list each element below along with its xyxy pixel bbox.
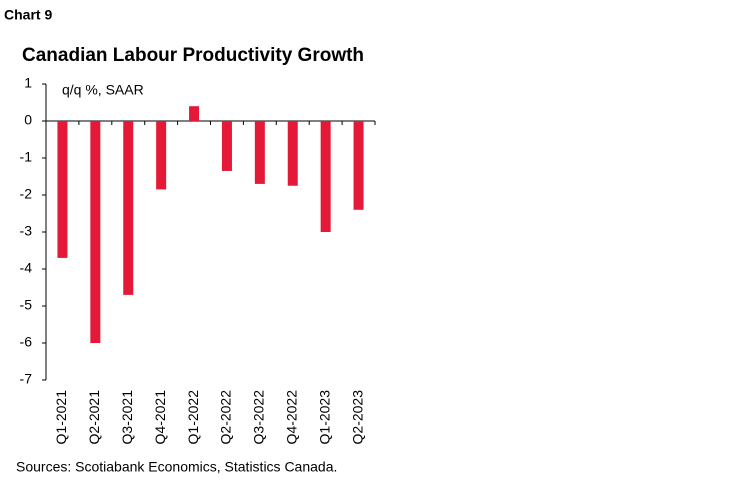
x-tick-label: Q1-2022 (185, 390, 201, 445)
y-tick-label: -4 (20, 260, 33, 276)
bar (189, 106, 200, 121)
source: Sources: Scotiabank Economics, Statistic… (16, 459, 337, 475)
x-tick-label: Q2-2023 (349, 390, 365, 445)
chart-title: Canadian Labour Productivity Growth (22, 45, 364, 66)
x-tick-label: Q4-2021 (152, 390, 168, 445)
x-tick-label: Q2-2022 (218, 390, 234, 445)
x-tick-label: Q4-2022 (283, 390, 299, 445)
bar (221, 121, 232, 171)
bar (156, 121, 167, 190)
x-tick-label: Q1-2023 (316, 390, 332, 445)
y-tick-label: -2 (20, 186, 33, 202)
annotation: q/q %, SAAR (62, 82, 144, 98)
bar (287, 121, 298, 186)
chart-label: Chart 9 (4, 7, 52, 23)
bar (353, 121, 364, 210)
x-tick-label: Q2-2021 (86, 390, 102, 445)
bar (90, 121, 101, 343)
y-tick-label: -5 (20, 297, 33, 313)
bar (320, 121, 331, 232)
y-tick-label: 1 (24, 75, 32, 91)
y-tick-label: 0 (24, 112, 32, 128)
y-tick-label: -6 (20, 334, 33, 350)
y-tick-label: -7 (20, 371, 33, 387)
x-tick-label: Q1-2021 (53, 390, 69, 445)
bar (254, 121, 265, 184)
bar (123, 121, 134, 295)
y-tick-label: -3 (20, 223, 33, 239)
bar (57, 121, 68, 258)
y-tick-label: -1 (20, 149, 33, 165)
x-tick-label: Q3-2021 (119, 390, 135, 445)
x-tick-label: Q3-2022 (251, 390, 267, 445)
